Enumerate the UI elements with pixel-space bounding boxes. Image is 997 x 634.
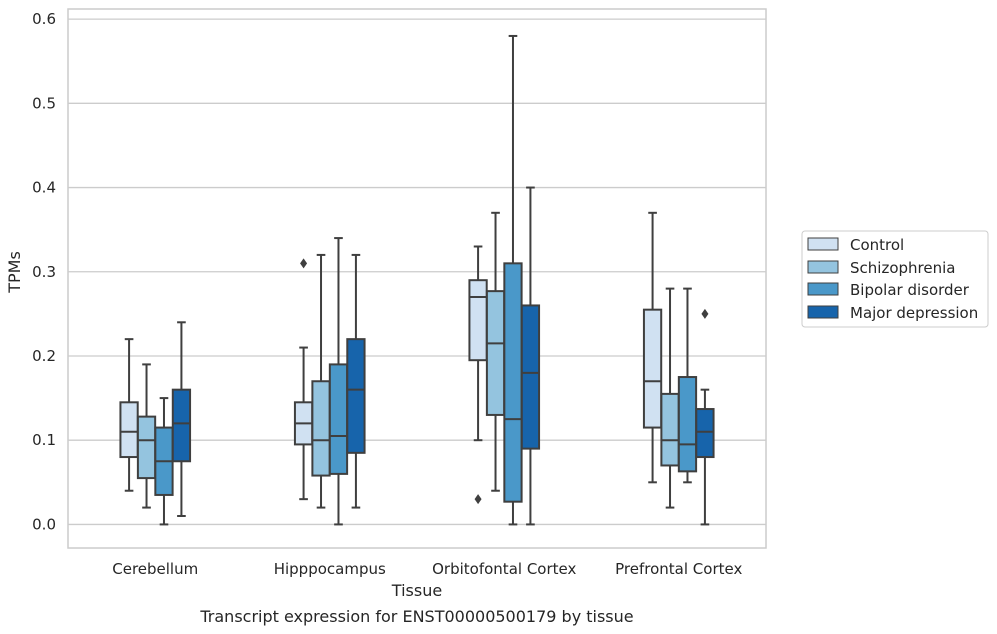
legend-label-major-depression: Major depression	[850, 304, 978, 322]
box	[485, 211, 506, 492]
y-tick-label: 0.6	[32, 10, 56, 28]
legend-label-control: Control	[850, 236, 904, 254]
box	[346, 253, 366, 509]
y-axis-ticks: 0.0 0.1 0.2 0.3 0.4 0.5 0.6	[32, 10, 56, 533]
x-tick-label: Orbitofontal Cortex	[432, 560, 576, 578]
box	[695, 308, 715, 526]
y-axis-label: TPMs	[5, 251, 24, 294]
box-body	[136, 415, 157, 480]
box	[136, 363, 157, 509]
box-body	[346, 338, 366, 454]
box	[293, 258, 314, 501]
x-tick-label: Hipppocampus	[274, 560, 386, 578]
box	[154, 397, 174, 526]
box	[328, 237, 349, 526]
outlier-point	[474, 494, 482, 505]
y-tick-label: 0.5	[32, 94, 56, 112]
box	[503, 34, 523, 526]
box	[642, 211, 663, 484]
plot-frame	[67, 8, 767, 549]
box-body	[503, 262, 523, 503]
legend-frame	[801, 230, 989, 328]
chart-caption: Transcript expression for ENST0000050017…	[199, 607, 633, 626]
legend-swatch-major-depression	[807, 305, 839, 319]
y-tick-label: 0.2	[32, 347, 56, 365]
box-body	[695, 408, 715, 459]
box-body	[485, 290, 506, 416]
box-body	[642, 308, 663, 429]
x-axis-label: Tissue	[391, 581, 442, 600]
box	[520, 186, 541, 526]
legend-swatch-bipolar-disorder	[807, 282, 839, 296]
box	[311, 253, 331, 509]
y-tick-label: 0.3	[32, 263, 56, 281]
box-body	[328, 363, 349, 475]
box	[660, 287, 680, 509]
box	[468, 245, 488, 505]
outlier-point	[701, 308, 709, 319]
y-tick-label: 0.4	[32, 179, 56, 197]
legend-swatch-schizophrenia	[807, 260, 839, 274]
box-series	[119, 34, 715, 526]
legend-label-schizophrenia: Schizophrenia	[850, 259, 955, 277]
outlier-point	[300, 258, 308, 269]
x-tick-label: Prefrontal Cortex	[615, 560, 742, 578]
box-body	[520, 304, 541, 450]
y-tick-label: 0.0	[32, 515, 56, 533]
box-body	[119, 401, 139, 459]
legend: Control Schizophrenia Bipolar disorder M…	[801, 230, 989, 328]
box-body	[677, 376, 698, 473]
box-body	[171, 388, 192, 463]
box-body	[660, 392, 680, 467]
box-body	[311, 380, 331, 477]
x-axis-ticks: Cerebellum Hipppocampus Orbitofontal Corte…	[112, 560, 742, 578]
box	[677, 287, 698, 484]
y-tick-label: 0.1	[32, 431, 56, 449]
legend-label-bipolar-disorder: Bipolar disorder	[850, 281, 970, 299]
box	[171, 321, 192, 517]
box-body	[468, 279, 488, 362]
x-tick-label: Cerebellum	[112, 560, 198, 578]
legend-swatch-control	[807, 237, 839, 251]
box	[119, 338, 139, 492]
